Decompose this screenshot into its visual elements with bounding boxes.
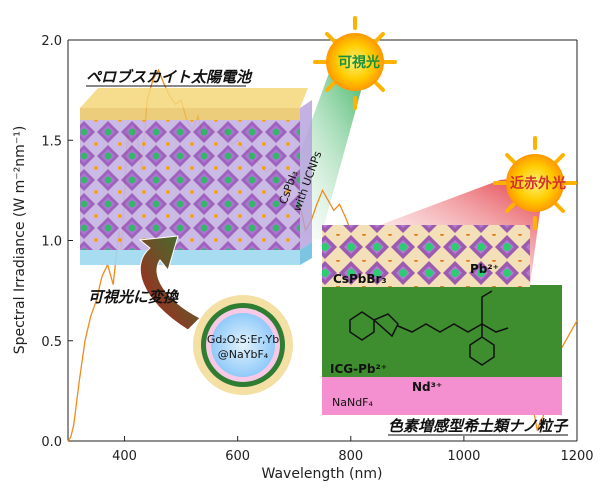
nandf4-shell-band: [322, 375, 562, 415]
y-axis-title: Spectral Irradiance (W m⁻²nm⁻¹): [12, 126, 28, 355]
cell-bottom-layer: [80, 250, 300, 265]
y-tick-label: 2.0: [41, 34, 62, 49]
icg-pb-label: ICG-Pb²⁺: [330, 362, 387, 376]
sun-disc: [506, 154, 564, 212]
core-shell-particle: Gd₂O₂S:Er,Yb @NaYbF₄: [193, 295, 293, 395]
nanoparticle-scheme: CsPbBr₃ Pb²⁺ ICG-Pb²⁺ Nd³⁺ NaNdF₄: [322, 225, 562, 415]
x-tick-label: 1200: [560, 449, 593, 464]
x-tick-label: 600: [225, 449, 250, 464]
y-tick-label: 1.0: [41, 235, 62, 250]
x-tick-label: 400: [112, 449, 137, 464]
x-axis-title: Wavelength (nm): [262, 466, 383, 482]
plot-area: [67, 39, 578, 442]
icg-dye-molecule: [349, 311, 509, 341]
icg-dye-molecule-2: [469, 290, 495, 366]
shell-composition-label: @NaYbF₄: [218, 348, 269, 361]
perovskite-solar-cell: [80, 88, 312, 265]
y-tick-label: 0.5: [41, 335, 62, 350]
cell-crystal-layer: [80, 120, 300, 250]
near-infrared-sun: 近赤外光: [493, 136, 577, 230]
sun-disc: [326, 33, 384, 91]
cspbbr3-layer: [322, 225, 530, 287]
x-tick-label: 800: [338, 449, 363, 464]
y-tick-label: 1.5: [41, 134, 62, 149]
cspbbr3-label: CsPbBr₃: [333, 272, 387, 286]
x-tick-label: 1000: [447, 449, 480, 464]
cell-gold-band: [80, 108, 300, 120]
x-axis-ticks: 400 600 800 1000 1200: [112, 436, 594, 464]
near-infrared-label: 近赤外光: [510, 175, 566, 192]
visible-light-sun: 可視光: [313, 16, 397, 110]
cell-side-face: [300, 100, 312, 250]
sun-rays: [493, 136, 577, 230]
convert-label: 可視光に変換: [88, 288, 180, 306]
nandf4-label: NaNdF₄: [332, 396, 374, 409]
nanoparticle-label: 色素増感型希土類ナノ粒子: [388, 417, 569, 435]
cell-bottom-edge: [300, 242, 312, 265]
visible-light-label: 可視光: [338, 54, 380, 71]
y-tick-label: 0.0: [41, 435, 62, 450]
conversion-arrow: [138, 235, 201, 331]
sun-rays: [313, 16, 397, 110]
pb2-label: Pb²⁺: [470, 262, 499, 276]
nd3-label: Nd³⁺: [412, 380, 442, 394]
y-axis-ticks: 0.0 0.5 1.0 1.5 2.0: [41, 34, 73, 450]
perovskite-label: ペロブスカイト太陽電池: [86, 68, 253, 86]
cell-top-layer: [80, 88, 308, 108]
core-composition-label: Gd₂O₂S:Er,Yb: [207, 333, 279, 346]
